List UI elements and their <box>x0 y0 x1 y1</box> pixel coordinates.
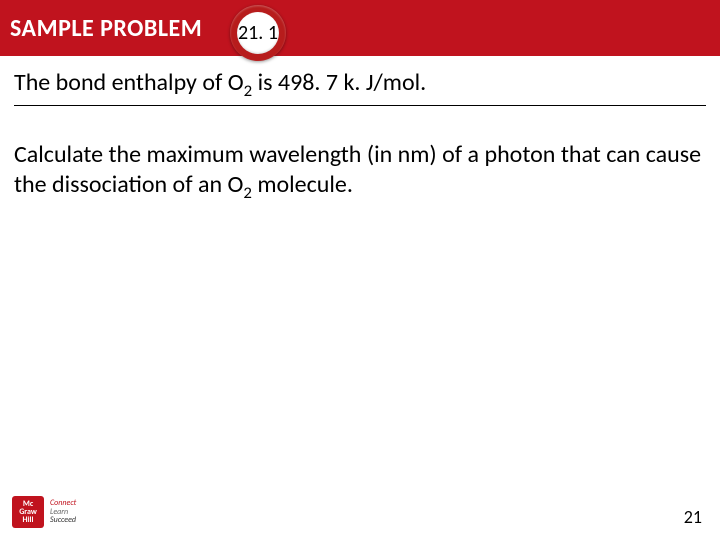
publisher-tagline: Connect Learn Succeed <box>50 499 76 525</box>
page-number: 21 <box>684 506 702 528</box>
text-segment: The bond enthalpy of O <box>14 68 244 97</box>
subscript: 2 <box>244 80 253 101</box>
mcgraw-hill-logo: Mc Graw Hill <box>12 496 44 528</box>
text-segment: is 498. 7 k. J/mol. <box>252 68 426 97</box>
problem-number: 21. 1 <box>237 12 279 54</box>
header-title: SAMPLE PROBLEM <box>10 14 202 43</box>
question-statement: Calculate the maximum wavelength (in nm)… <box>14 140 706 203</box>
header-bar: SAMPLE PROBLEM <box>0 0 720 56</box>
footer: Mc Graw Hill Connect Learn Succeed 21 <box>12 496 702 528</box>
problem-badge: 21. 1 <box>230 5 286 61</box>
text-segment: molecule. <box>252 170 353 199</box>
logo-text: Hill <box>23 516 34 524</box>
subscript: 2 <box>243 182 252 203</box>
publisher-logo-group: Mc Graw Hill Connect Learn Succeed <box>12 496 76 528</box>
content-area: The bond enthalpy of O2 is 498. 7 k. J/m… <box>0 56 720 203</box>
given-statement: The bond enthalpy of O2 is 498. 7 k. J/m… <box>14 68 706 106</box>
text-segment: Calculate the maximum wavelength (in nm)… <box>14 140 701 199</box>
tagline-word: Succeed <box>50 516 76 525</box>
